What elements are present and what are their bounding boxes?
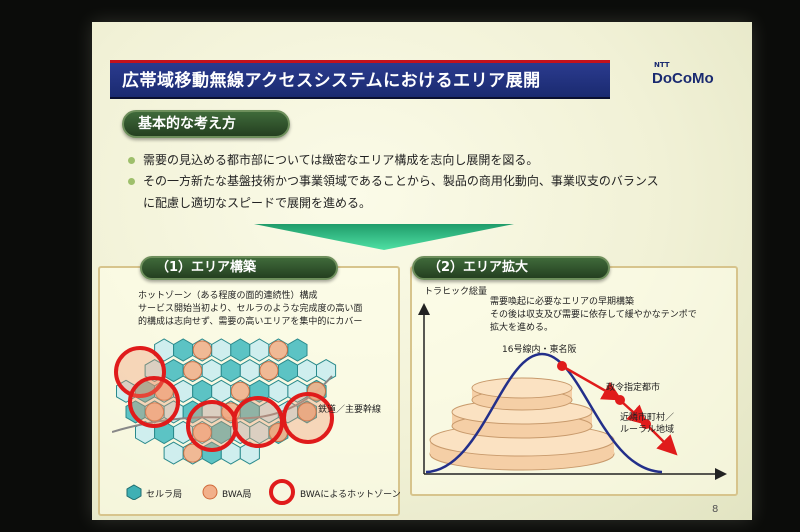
presentation-slide: 広帯域移動無線アクセスシステムにおけるエリア展開 NTT DoCoMo 基本的な… bbox=[92, 22, 752, 520]
bwa-station-icon bbox=[202, 484, 218, 500]
legend-cellular: セルラ局 bbox=[146, 490, 183, 500]
left-desc-line-1: ホットゾーン（ある程度の面的連続性）構成 bbox=[138, 291, 318, 301]
cellular-cell bbox=[316, 359, 337, 383]
area-expansion-heading: （2）エリア拡大 bbox=[412, 256, 610, 280]
expansion-arrow-2 bbox=[621, 401, 648, 426]
railway-label: 鉄道／主要幹線 bbox=[318, 405, 382, 415]
cellular-cell bbox=[249, 338, 270, 362]
expansion-arrow-3 bbox=[647, 425, 678, 456]
stage-discs bbox=[429, 377, 615, 471]
page-number: 8 bbox=[712, 504, 719, 515]
logo-docomo-text: DoCoMo bbox=[652, 70, 714, 87]
cellular-cell bbox=[163, 441, 184, 465]
y-axis-label: トラヒック総量 bbox=[424, 287, 488, 297]
basic-heading: 基本的な考え方 bbox=[122, 110, 290, 138]
hotzone-ring-icon bbox=[269, 479, 295, 505]
cellular-cell bbox=[277, 359, 298, 383]
bwa-cell bbox=[192, 340, 212, 360]
bullet-dot-icon bbox=[128, 157, 135, 164]
bwa-cell bbox=[268, 340, 288, 360]
cellular-cell bbox=[268, 379, 289, 403]
stage-label-2: 政令指定都市 bbox=[606, 383, 661, 393]
bullet-dot-icon bbox=[128, 178, 135, 185]
cellular-station-icon bbox=[126, 484, 142, 500]
cellular-cell bbox=[211, 379, 232, 403]
cellular-cell bbox=[211, 338, 232, 362]
hotzone-diagram bbox=[112, 338, 337, 465]
hotzone-rings bbox=[114, 346, 334, 452]
legend-bwa: BWA局 bbox=[222, 490, 252, 500]
hotzone-ring bbox=[282, 392, 334, 444]
cellular-cell bbox=[192, 379, 213, 403]
stage-marker-3 bbox=[641, 419, 651, 429]
cellular-cell bbox=[287, 338, 308, 362]
hotzone-ring bbox=[128, 376, 180, 428]
hotzone-ring bbox=[232, 396, 284, 448]
demand-curve bbox=[425, 352, 663, 474]
hotzone-ring bbox=[186, 400, 238, 452]
bullet-2-text: その一方新たな基盤技術かつ事業領域であることから、製品の商用化動向、事業収支のバ… bbox=[143, 174, 659, 188]
cellular-cell bbox=[220, 359, 241, 383]
left-desc-line-2: サービス開始当初より、セルラのような完成度の高い面 bbox=[138, 304, 363, 314]
bullet-2: その一方新たな基盤技術かつ事業領域であることから、製品の商用化動向、事業収支のバ… bbox=[128, 172, 659, 189]
bullet-2-continued: に配慮し適切なスピードで展開を進める。 bbox=[143, 196, 372, 210]
stage-marker-2 bbox=[615, 395, 625, 405]
cellular-cell bbox=[230, 338, 251, 362]
stage-disc-1-top bbox=[471, 377, 573, 399]
bwa-cell bbox=[230, 381, 250, 401]
logo-ntt-text: NTT bbox=[654, 61, 670, 69]
bullet-1-text: 需要の見込める都市部については緻密なエリア構成を志向し展開を図る。 bbox=[143, 153, 539, 167]
right-desc-line-1: 需要喚起に必要なエリアの早期構築 bbox=[490, 297, 635, 307]
bwa-cell bbox=[183, 361, 203, 381]
expansion-arrow-1 bbox=[561, 364, 623, 401]
expansion-chart bbox=[418, 303, 727, 480]
bwa-cells bbox=[145, 340, 327, 463]
down-arrow-icon bbox=[254, 224, 514, 250]
right-desc-line-2: その後は収支及び需要に依存して緩やかなテンポで bbox=[490, 310, 697, 320]
right-desc-line-3: 拡大を進める。 bbox=[490, 323, 554, 333]
docomo-logo: NTT DoCoMo bbox=[650, 60, 736, 100]
area-construction-heading: （1）エリア構築 bbox=[140, 256, 338, 280]
slide-title: 広帯域移動無線アクセスシステムにおけるエリア展開 bbox=[122, 71, 541, 91]
stage-label-1: 16号線内・東名阪 bbox=[502, 345, 577, 355]
bwa-cell bbox=[145, 402, 165, 422]
bullet-1: 需要の見込める都市部については緻密なエリア構成を志向し展開を図る。 bbox=[128, 151, 538, 168]
cellular-cell bbox=[163, 359, 184, 383]
bwa-cell bbox=[297, 402, 317, 422]
cellular-cell bbox=[173, 338, 194, 362]
cellular-cell bbox=[201, 359, 222, 383]
title-bar bbox=[110, 60, 610, 97]
cellular-cell bbox=[297, 359, 317, 383]
stage-marker-1 bbox=[557, 361, 567, 371]
bwa-cell bbox=[259, 361, 279, 381]
stage-label-4: ルーラル地域 bbox=[620, 425, 675, 435]
hotzone-ring bbox=[114, 346, 166, 398]
bwa-cell bbox=[183, 443, 203, 463]
left-desc-line-3: 的構成は志向せず、需要の高いエリアを集中的にカバー bbox=[138, 317, 363, 327]
cellular-cell bbox=[239, 359, 260, 383]
legend-hotzone: BWAによるホットゾーン bbox=[300, 490, 401, 500]
stage-label-3: 近隣市町村／ bbox=[620, 413, 675, 423]
bwa-cell bbox=[192, 423, 212, 442]
